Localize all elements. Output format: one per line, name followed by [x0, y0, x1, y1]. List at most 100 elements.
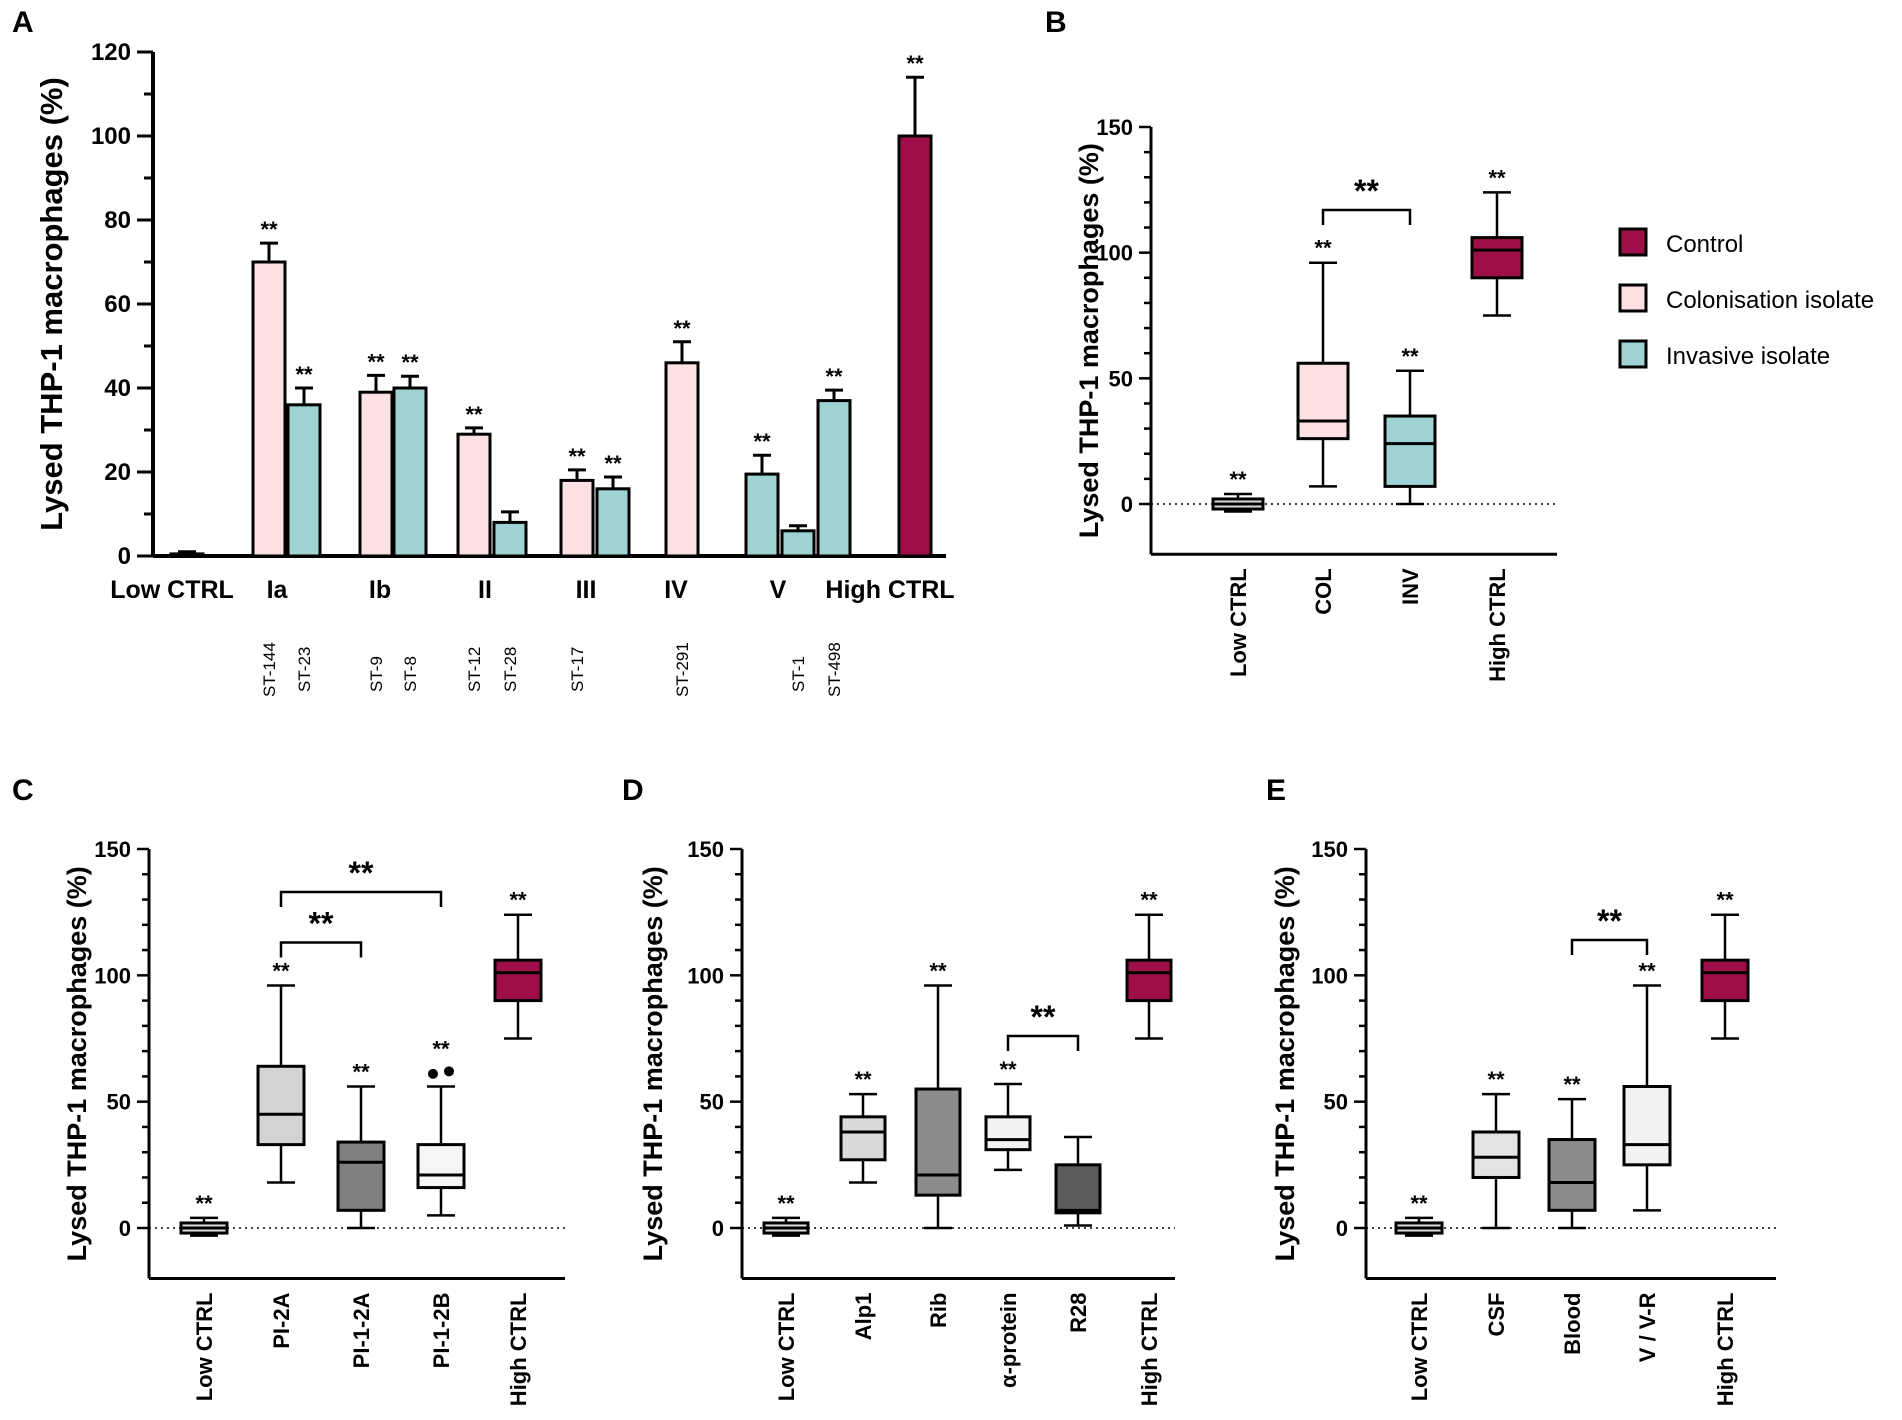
significance-mark: ** — [367, 349, 385, 374]
box — [493, 958, 543, 1003]
category-label: III — [576, 576, 597, 604]
significance-mark: ** — [1563, 1072, 1581, 1097]
significance-mark: ** — [1488, 165, 1506, 190]
bar — [358, 390, 394, 558]
bracket-significance-mark: ** — [1031, 999, 1056, 1035]
bar — [169, 552, 205, 558]
bar — [744, 472, 780, 558]
panel-a-chart: 0 20 40 60 80 100 120 Lysed THP-1 macrophages (… — [34, 39, 955, 697]
significance-mark: ** — [1401, 344, 1419, 369]
significance-mark: ** — [854, 1067, 872, 1092]
significance-mark: ** — [195, 1191, 213, 1216]
significance-mark: ** — [260, 217, 278, 242]
significance-mark: ** — [999, 1057, 1017, 1082]
bar — [816, 399, 852, 558]
panel-b-chart: 0 50 100 150 Lysed THP-1 macrophages (%) ** Lo… — [1074, 115, 1874, 682]
strain-label: ST-9 — [367, 656, 386, 692]
significance-mark: ** — [568, 444, 586, 469]
significance-mark: ** — [465, 402, 483, 427]
significance-bracket — [279, 890, 443, 907]
y-tick-label: 40 — [104, 375, 131, 402]
strain-label: ST-12 — [465, 647, 484, 692]
category-label: Low CTRL — [1407, 1293, 1432, 1402]
bracket-significance-mark: ** — [1597, 903, 1622, 939]
significance-mark: ** — [1487, 1067, 1505, 1092]
y-axis-title: Lysed THP-1 macrophages (%) — [1270, 866, 1300, 1261]
category-label: High CTRL — [1713, 1293, 1738, 1407]
category-label: Low CTRL — [1226, 568, 1251, 677]
y-tick-label: 20 — [104, 459, 131, 486]
y-tick-label: 0 — [119, 1216, 131, 1241]
box — [336, 1140, 386, 1212]
panel-label-b: B — [1045, 6, 1067, 39]
y-tick-label: 0 — [712, 1216, 724, 1241]
category-label: High CTRL — [1485, 568, 1510, 682]
category-label: Alp1 — [851, 1293, 876, 1341]
category-label: PI-1-2B — [429, 1293, 454, 1369]
y-axis-title: Lysed THP-1 macrophages (%) — [34, 77, 69, 531]
panel-label-c: C — [12, 774, 34, 807]
strain-label: ST-23 — [295, 647, 314, 692]
significance-mark: ** — [825, 364, 843, 389]
box — [256, 1064, 306, 1147]
significance-mark: ** — [1140, 888, 1158, 913]
box — [1470, 236, 1524, 280]
category-label: High CTRL — [825, 576, 954, 604]
strain-label: ST-498 — [825, 642, 844, 697]
y-tick-label: 50 — [700, 1090, 724, 1115]
box — [1700, 958, 1750, 1003]
category-label: High CTRL — [1137, 1293, 1162, 1407]
category-label: Low CTRL — [110, 576, 234, 604]
bar — [392, 386, 428, 558]
significance-mark: ** — [509, 888, 527, 913]
y-axis-title: Lysed THP-1 macrophages (%) — [62, 866, 92, 1261]
category-label: INV — [1398, 568, 1423, 605]
y-tick-label: 60 — [104, 291, 131, 318]
significance-mark: ** — [352, 1060, 370, 1085]
significance-mark: ** — [604, 451, 622, 476]
category-label: CSF — [1484, 1293, 1509, 1337]
y-tick-label: 100 — [91, 123, 131, 150]
y-tick-label: 150 — [1096, 115, 1133, 140]
strain-label: ST-28 — [501, 647, 520, 692]
box — [984, 1115, 1032, 1152]
significance-mark: ** — [295, 362, 313, 387]
y-tick-label: 50 — [1324, 1090, 1348, 1115]
box — [1054, 1163, 1102, 1215]
bar — [286, 403, 322, 558]
strain-label: ST-144 — [260, 642, 279, 697]
y-tick-label: 100 — [1096, 241, 1133, 266]
box — [839, 1115, 887, 1162]
category-label: Low CTRL — [192, 1293, 217, 1402]
legend-swatch — [1618, 227, 1648, 257]
strain-label: ST-8 — [401, 656, 420, 692]
significance-mark: ** — [1638, 958, 1656, 983]
bracket-significance-mark: ** — [309, 905, 334, 941]
legend-swatch — [1618, 339, 1648, 369]
y-tick-label: 100 — [94, 963, 131, 988]
box — [1622, 1085, 1672, 1167]
y-tick-label: 150 — [1311, 837, 1348, 862]
significance-bracket — [1321, 208, 1412, 225]
significance-mark: ** — [906, 51, 924, 76]
category-label: Rib — [926, 1293, 951, 1328]
box — [416, 1143, 466, 1190]
panel-label-a: A — [12, 6, 34, 39]
legend-label: Control — [1666, 231, 1743, 258]
y-tick-label: 120 — [91, 39, 131, 66]
panel-e-chart: 0 50 100 150 Lysed THP-1 macrophages (%) ** Lo… — [1270, 837, 1776, 1406]
y-axis-title: Lysed THP-1 macrophages (%) — [638, 866, 668, 1261]
outlier-point — [428, 1068, 438, 1079]
y-tick-label: 0 — [1121, 492, 1133, 517]
significance-bracket — [1570, 938, 1649, 955]
significance-bracket — [1006, 1034, 1080, 1051]
significance-bracket — [279, 941, 363, 958]
panel-d-chart: 0 50 100 150 Lysed THP-1 macrophages (%) ** Lo… — [638, 837, 1175, 1406]
y-tick-label: 150 — [94, 837, 131, 862]
bar — [251, 260, 287, 558]
category-label: Blood — [1560, 1293, 1585, 1355]
bar — [595, 487, 631, 558]
panel-label-e: E — [1266, 774, 1286, 807]
